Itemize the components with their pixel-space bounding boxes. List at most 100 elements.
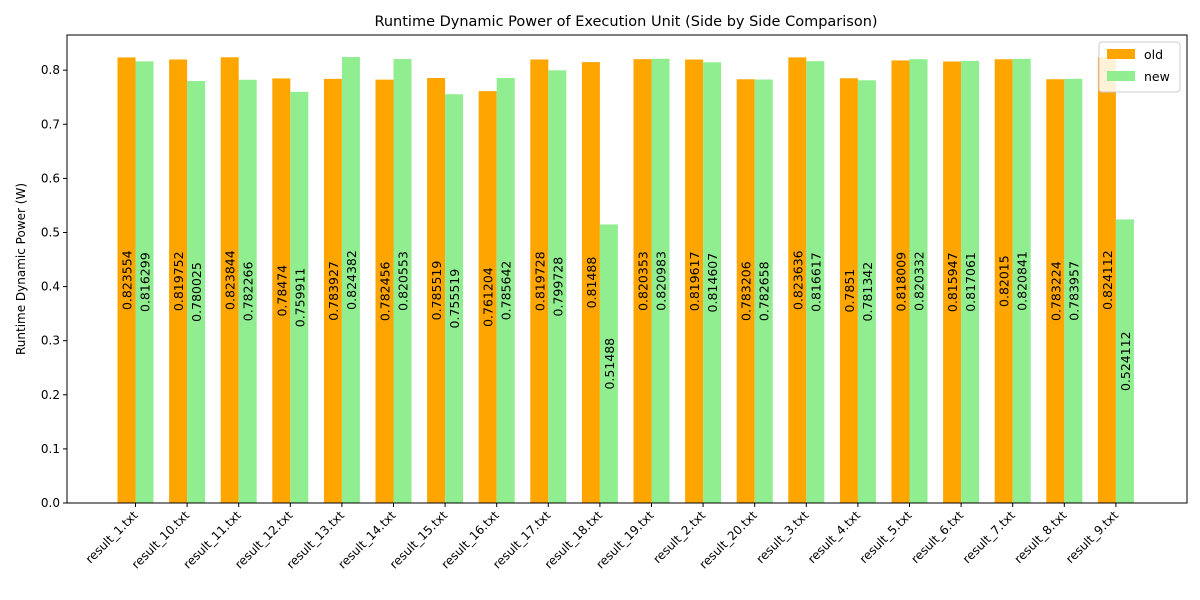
data-label-old-11: 0.820353 — [636, 251, 651, 311]
data-label-old-19: 0.783224 — [1048, 261, 1063, 321]
bar-new-6 — [393, 59, 412, 503]
chart-title: Runtime Dynamic Power of Execution Unit … — [374, 14, 877, 30]
bar-new-13 — [754, 79, 773, 503]
bar-old-9 — [530, 59, 549, 503]
bar-old-16 — [891, 60, 910, 503]
y-tick-label: 0.3 — [41, 334, 60, 348]
y-tick-label: 0.8 — [41, 63, 60, 77]
bar-old-19 — [1046, 79, 1065, 503]
bar-old-3 — [220, 57, 239, 503]
data-label-old-12: 0.819617 — [687, 251, 702, 311]
data-label-new-8: 0.785642 — [499, 261, 514, 321]
bar-new-14 — [806, 61, 825, 504]
data-label-new-4: 0.759911 — [292, 268, 307, 328]
y-tick-label: 0.4 — [41, 280, 60, 294]
plot-frame — [66, 34, 1188, 504]
bar-new-2 — [187, 80, 206, 503]
data-label-new-6: 0.820553 — [396, 251, 411, 311]
y-tick-label: 0.2 — [41, 388, 60, 402]
bars-layer — [117, 56, 1134, 504]
data-label-old-15: 0.7851 — [842, 269, 857, 313]
data-label-old-16: 0.818009 — [894, 252, 909, 312]
legend-label-old: old — [1144, 47, 1163, 62]
bar-old-7 — [427, 78, 446, 503]
bar-new-3 — [238, 79, 257, 503]
data-label-old-20: 0.824112 — [1100, 250, 1115, 310]
bar-new-12 — [703, 62, 722, 504]
bar-new-17 — [961, 60, 980, 503]
bar-old-1 — [117, 57, 136, 504]
y-tick-label: 0.1 — [41, 442, 60, 456]
bar-new-15 — [857, 80, 876, 503]
bar-old-13 — [736, 79, 755, 504]
data-label-new-10: 0.51488 — [602, 338, 617, 390]
y-axis-label: Runtime Dynamic Power (W) — [14, 183, 28, 355]
bar-new-9 — [548, 70, 567, 504]
bar-old-15 — [839, 78, 858, 504]
bar-old-17 — [943, 61, 962, 503]
data-label-new-3: 0.782266 — [241, 262, 256, 322]
bar-new-20 — [1115, 219, 1134, 503]
bar-new-8 — [496, 77, 515, 504]
bar-old-20 — [1097, 57, 1116, 503]
data-label-old-10: 0.81488 — [584, 257, 599, 309]
data-label-old-9: 0.819728 — [532, 251, 547, 311]
bar-new-7 — [445, 94, 464, 504]
data-label-old-17: 0.815947 — [945, 252, 960, 312]
bar-old-11 — [633, 59, 652, 504]
bar-new-18 — [1012, 58, 1031, 503]
bar-old-18 — [994, 59, 1013, 504]
data-label-old-5: 0.783927 — [326, 261, 341, 321]
data-label-new-12: 0.814607 — [705, 253, 720, 313]
data-label-new-14: 0.816617 — [808, 252, 823, 312]
data-label-new-1: 0.816299 — [138, 252, 153, 312]
data-label-new-20: 0.524112 — [1118, 331, 1133, 391]
bar-new-1 — [135, 61, 154, 503]
bar-old-8 — [478, 91, 497, 503]
bar-new-5 — [341, 56, 360, 503]
y-tick-label: 0.5 — [41, 225, 60, 239]
bar-new-16 — [909, 59, 928, 503]
bar-new-11 — [651, 58, 670, 504]
bar-new-4 — [290, 91, 309, 504]
data-label-new-17: 0.817061 — [963, 252, 978, 312]
data-label-new-15: 0.781342 — [860, 262, 875, 322]
data-label-new-9: 0.799728 — [550, 257, 565, 317]
legend-label-new: new — [1144, 69, 1170, 84]
data-label-old-2: 0.819752 — [171, 251, 186, 311]
data-label-new-5: 0.824382 — [344, 250, 359, 310]
legend-swatch-old — [1107, 49, 1135, 59]
bar-old-6 — [375, 79, 394, 504]
bar-old-10 — [581, 62, 600, 504]
bar-old-12 — [685, 59, 704, 503]
data-labels-layer: 0.823554 0.819752 0.823844 0.78474 0.783927 0… — [120, 250, 1133, 391]
data-label-new-7: 0.755519 — [447, 269, 462, 329]
data-label-old-7: 0.785519 — [429, 261, 444, 321]
bar-old-5 — [323, 78, 342, 504]
bar-new-19 — [1064, 78, 1083, 504]
data-label-old-3: 0.823844 — [223, 250, 238, 310]
data-label-old-14: 0.823636 — [790, 250, 805, 310]
data-label-old-4: 0.78474 — [274, 265, 289, 317]
y-tick-label: 0.7 — [41, 117, 60, 131]
data-label-old-1: 0.823554 — [120, 250, 135, 310]
y-tick-label: 0.6 — [41, 171, 60, 185]
bar-old-2 — [169, 59, 188, 504]
bar-new-10 — [599, 224, 618, 504]
data-label-old-6: 0.782456 — [378, 261, 393, 321]
y-tick-label: 0.0 — [41, 496, 60, 510]
bar-old-4 — [272, 78, 291, 504]
data-label-new-19: 0.783957 — [1066, 261, 1081, 321]
data-label-new-18: 0.820841 — [1015, 251, 1030, 311]
data-label-new-13: 0.782658 — [757, 261, 772, 321]
legend-swatch-new — [1107, 71, 1135, 81]
data-label-new-2: 0.780025 — [189, 262, 204, 322]
data-label-old-13: 0.783206 — [739, 261, 754, 321]
data-label-old-18: 0.82015 — [997, 255, 1012, 307]
data-label-new-16: 0.820332 — [912, 251, 927, 311]
data-label-old-8: 0.761204 — [481, 267, 496, 327]
data-label-new-11: 0.820983 — [654, 251, 669, 311]
bar-old-14 — [788, 57, 807, 503]
legend: old new — [1098, 41, 1181, 93]
